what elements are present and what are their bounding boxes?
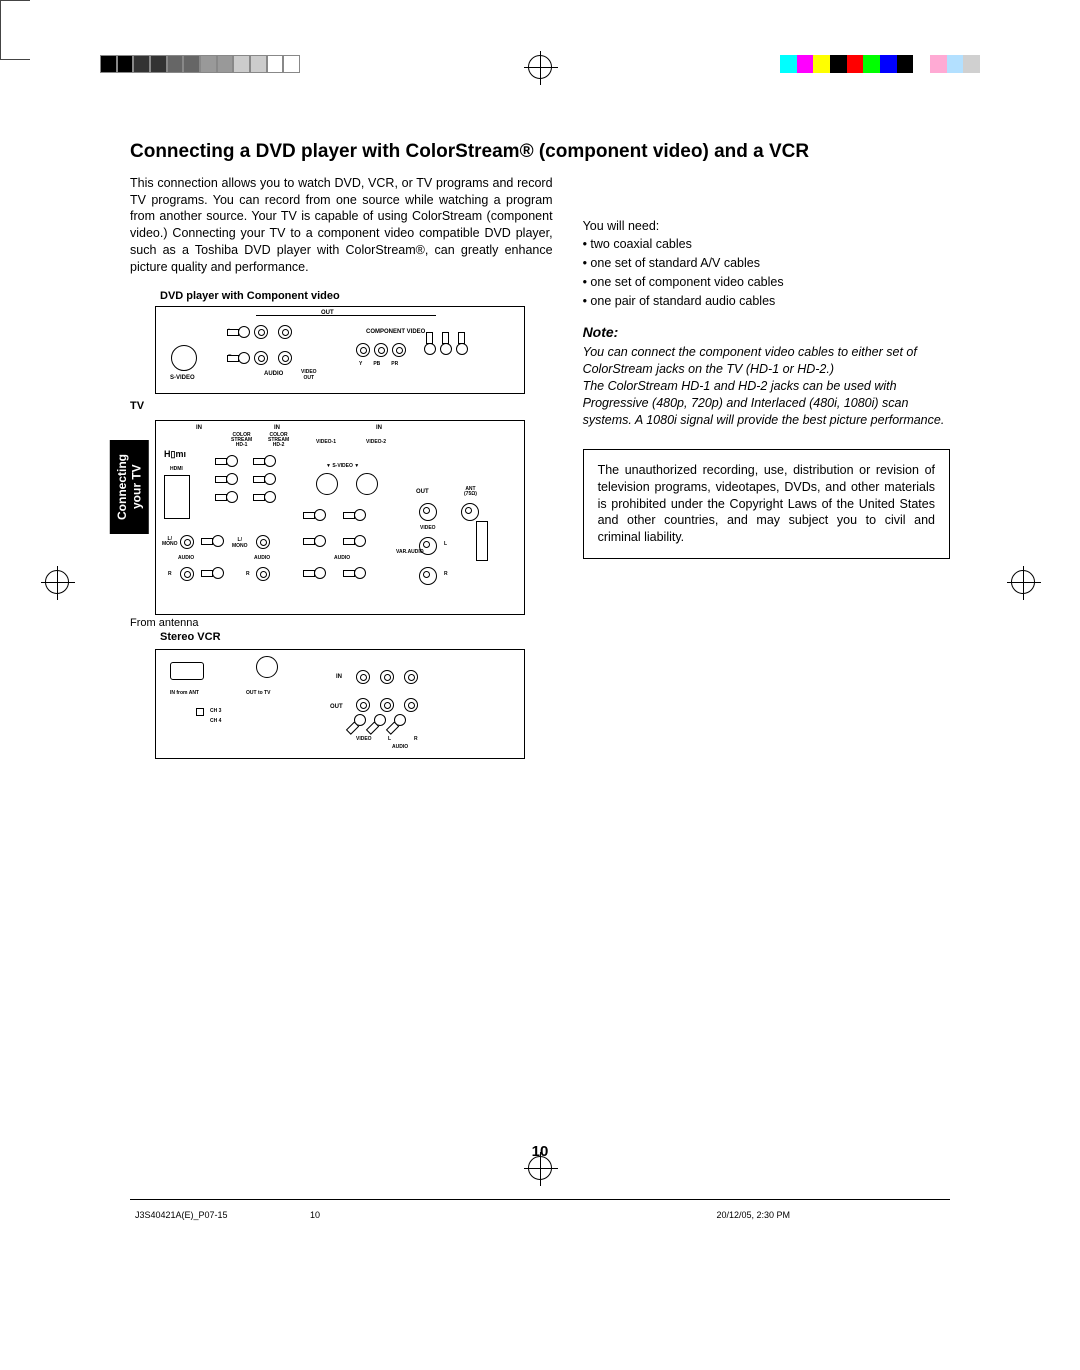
dvd-player-panel: OUT L R AUDIO VIDEO OUT — [155, 306, 525, 394]
footer-filename: J3S40421A(E)_P07-15 — [135, 1210, 228, 1220]
crop-mark — [0, 30, 30, 60]
svideo-label: ▼ S-VIDEO ▼ — [326, 463, 359, 469]
list-item: one pair of standard audio cables — [583, 292, 950, 311]
l-label: L — [444, 541, 447, 547]
varaudio-label: VAR.AUDIO — [396, 549, 424, 555]
pr-label: PR — [391, 361, 398, 367]
from-antenna-label: From antenna — [130, 617, 553, 629]
list-item: one set of standard A/V cables — [583, 254, 950, 273]
footer-rule — [130, 1199, 950, 1200]
audio-label: AUDIO — [254, 555, 270, 561]
registration-mark — [45, 570, 69, 594]
l-label: L — [388, 736, 391, 742]
lmono-label: L/ MONO — [232, 537, 248, 549]
r-label: R — [168, 571, 172, 577]
hdmi-label: HDMI — [170, 466, 183, 472]
cs2-label: COLOR STREAM HD-2 — [268, 433, 289, 448]
list-item: two coaxial cables — [583, 235, 950, 254]
vcr-panel: IN from ANT OUT to TV CH 3 CH 4 IN OUT — [155, 649, 525, 759]
note-heading: Note: — [583, 324, 950, 340]
ant-label: ANT (75Ω) — [464, 487, 477, 497]
v1-label: VIDEO-1 — [316, 439, 336, 445]
ch3-label: CH 3 — [210, 708, 221, 714]
color-bar-left — [100, 55, 300, 73]
you-will-need-lead: You will need: — [583, 217, 950, 236]
in-label: IN — [376, 425, 382, 431]
page-number: 10 — [532, 1143, 549, 1160]
copyright-warning: The unauthorized recording, use, distrib… — [583, 449, 950, 559]
tv-label: TV — [130, 400, 553, 412]
registration-mark — [1011, 570, 1035, 594]
pb-label: PB — [373, 361, 380, 367]
out-label: OUT — [321, 310, 334, 316]
audio-label: AUDIO — [334, 555, 350, 561]
in-label: IN — [274, 425, 280, 431]
chapter-tab: Connecting your TV — [110, 440, 149, 534]
footer-timestamp: 20/12/05, 2:30 PM — [716, 1210, 790, 1220]
out-to-tv-label: OUT to TV — [246, 690, 270, 696]
registration-mark — [528, 55, 552, 79]
r-label: R — [444, 571, 448, 577]
out-label: OUT — [416, 489, 429, 495]
intro-paragraph: This connection allows you to watch DVD,… — [130, 175, 553, 276]
video-label: VIDEO — [356, 736, 372, 742]
ch4-label: CH 4 — [210, 718, 221, 724]
in-label: IN — [196, 425, 202, 431]
v2-label: VIDEO-2 — [366, 439, 386, 445]
video-label: VIDEO — [420, 525, 436, 531]
svideo-label: S-VIDEO — [170, 375, 195, 381]
connection-diagram: DVD player with Component video OUT L R — [130, 290, 553, 759]
note-p2: The ColorStream HD-1 and HD-2 jacks can … — [583, 378, 950, 429]
in-from-ant-label: IN from ANT — [170, 690, 199, 696]
out-label: OUT — [330, 704, 343, 710]
lmono-label: L/ MONO — [162, 537, 178, 547]
crop-mark — [0, 0, 30, 30]
audio-label: AUDIO — [392, 744, 408, 750]
component-label: COMPONENT VIDEO — [366, 329, 425, 335]
in-label: IN — [336, 674, 342, 680]
vcr-label: Stereo VCR — [160, 631, 553, 643]
footer-page: 10 — [310, 1210, 320, 1220]
y-label: Y — [359, 361, 362, 367]
audio-label: AUDIO — [178, 555, 194, 561]
needs-list: two coaxial cables one set of standard A… — [583, 235, 950, 310]
note-p1: You can connect the component video cabl… — [583, 344, 950, 378]
list-item: one set of component video cables — [583, 273, 950, 292]
audio-label: AUDIO — [264, 371, 283, 377]
tv-back-panel: IN IN IN COLOR STREAM HD-1 COLOR STREAM … — [155, 420, 525, 615]
video-out-label: VIDEO OUT — [301, 369, 317, 381]
color-bar-right — [780, 55, 980, 73]
page-content: Connecting your TV Connecting a DVD play… — [130, 140, 950, 759]
page-title: Connecting a DVD player with ColorStream… — [130, 140, 950, 165]
cs1-label: COLOR STREAM HD-1 — [231, 433, 252, 448]
r-label: R — [414, 736, 418, 742]
r-label: R — [246, 571, 250, 577]
dvd-label: DVD player with Component video — [160, 290, 553, 302]
